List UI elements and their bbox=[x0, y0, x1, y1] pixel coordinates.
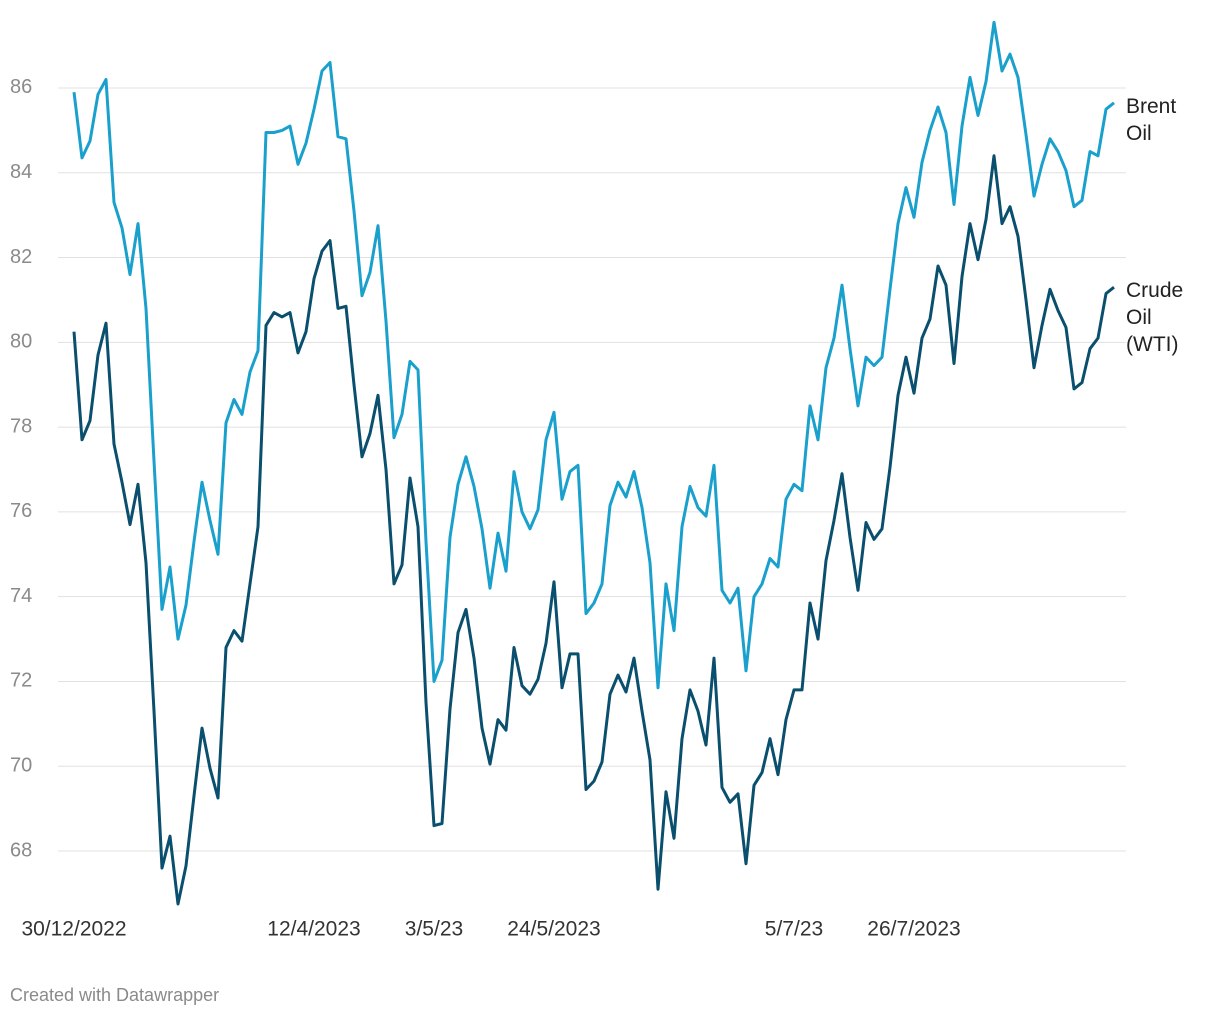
y-tick-label: 82 bbox=[10, 246, 32, 268]
y-tick-label: 68 bbox=[10, 839, 32, 861]
y-tick-label: 72 bbox=[10, 670, 32, 692]
series-label: Brent Oil bbox=[1126, 94, 1177, 145]
x-tick-label: 12/4/2023 bbox=[267, 918, 360, 941]
y-tick-label: 76 bbox=[10, 500, 32, 522]
y-tick-label: 84 bbox=[10, 161, 32, 183]
y-tick-label: 70 bbox=[10, 755, 32, 777]
y-tick-label: 74 bbox=[10, 585, 32, 607]
line-series bbox=[72, 154, 1115, 906]
series-label: Crude Oil (WTI) bbox=[1126, 279, 1184, 357]
x-tick-label: 24/5/2023 bbox=[507, 918, 600, 941]
x-tick-label: 30/12/2022 bbox=[21, 918, 126, 941]
y-tick-label: 86 bbox=[10, 76, 32, 98]
footer: Created with Datawrapper bbox=[10, 985, 220, 1005]
line-series bbox=[72, 20, 1115, 690]
x-tick-label: 3/5/23 bbox=[405, 918, 463, 941]
x-tick-label: 26/7/2023 bbox=[867, 918, 960, 941]
y-tick-label: 78 bbox=[10, 415, 32, 437]
x-tick-label: 5/7/23 bbox=[765, 918, 823, 941]
y-tick-label: 80 bbox=[10, 331, 32, 353]
